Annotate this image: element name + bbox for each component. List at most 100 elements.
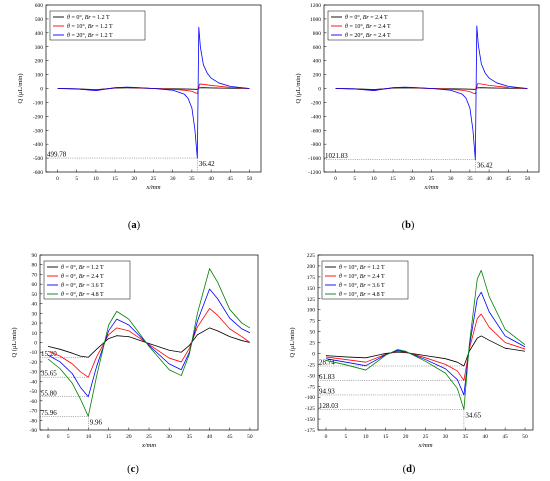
legend-br: Br bbox=[360, 283, 367, 289]
legend-theta: θ bbox=[345, 15, 348, 21]
y-tick-label: 0 bbox=[34, 341, 37, 347]
legend-br-val: = 4.8 T bbox=[85, 292, 104, 298]
legend-label: θ = 10°, Br = 1.2 T bbox=[339, 264, 385, 271]
caption-open: ( bbox=[403, 464, 407, 475]
caption-close: ) bbox=[412, 464, 416, 475]
legend-br-val: = 2.4 T bbox=[372, 33, 391, 39]
legend-br: Br bbox=[85, 15, 92, 21]
legend-br-val: = 1.2 T bbox=[85, 265, 104, 271]
panel-caption: (b) bbox=[402, 220, 415, 231]
annotation-value: 499.78 bbox=[47, 151, 67, 159]
legend-br: Br bbox=[88, 24, 95, 30]
x-tick-label: 15 bbox=[106, 434, 112, 440]
x-tick-label: 15 bbox=[112, 176, 118, 182]
series-line bbox=[57, 26, 250, 159]
y-tick-label: -500 bbox=[33, 156, 43, 162]
y-tick-label: -800 bbox=[311, 142, 321, 148]
series-line bbox=[47, 308, 251, 378]
series-line bbox=[47, 327, 251, 358]
x-tick-label: 35 bbox=[189, 176, 195, 182]
x-tick-label: 35 bbox=[467, 176, 473, 182]
x-tick-label: 25 bbox=[423, 434, 429, 440]
y-tick-label: 500 bbox=[35, 17, 44, 23]
legend-theta: θ bbox=[339, 292, 342, 298]
caption-letter: a bbox=[131, 220, 137, 231]
legend-br: Br bbox=[366, 33, 373, 39]
legend-theta: θ bbox=[67, 33, 70, 39]
series-group bbox=[325, 269, 526, 410]
caption-letter: b bbox=[405, 220, 411, 231]
y-tick-label: 600 bbox=[313, 45, 322, 51]
legend-label: θ = 0°, Br = 2.4 T bbox=[345, 14, 388, 21]
y-tick-label: 400 bbox=[313, 59, 322, 65]
y-tick-label: -600 bbox=[311, 128, 321, 134]
legend-theta: θ bbox=[345, 33, 348, 39]
y-tick-label: -50 bbox=[30, 389, 38, 395]
annotation-x: 36.42 bbox=[199, 160, 215, 168]
y-tick-label: -200 bbox=[33, 114, 43, 120]
x-tick-label: 0 bbox=[47, 434, 50, 440]
legend-box bbox=[49, 10, 146, 41]
x-tick-label: 30 bbox=[170, 176, 176, 182]
legend-br-val: = 4.8 T bbox=[366, 292, 385, 298]
panel-c: -90-80-70-60-50-40-30-20-100102030405060… bbox=[11, 253, 259, 475]
legend-theta-val: = 0°, bbox=[64, 291, 79, 298]
legend-br: Br bbox=[79, 283, 86, 289]
x-tick-label: 50 bbox=[247, 176, 253, 182]
y-tick-label: 125 bbox=[307, 297, 316, 303]
legend-theta: θ bbox=[67, 24, 70, 30]
y-tick-label: -175 bbox=[305, 428, 315, 434]
y-tick-label: 80 bbox=[32, 263, 38, 269]
y-tick-label: 150 bbox=[307, 286, 316, 292]
y-axis-label: Q (μL/min) bbox=[17, 73, 24, 103]
legend-theta-val: = 10°, bbox=[342, 282, 360, 289]
series-line bbox=[325, 269, 526, 410]
x-tick-label: 45 bbox=[227, 434, 233, 440]
y-tick-label: -100 bbox=[33, 100, 43, 106]
series-line bbox=[335, 25, 528, 161]
y-tick-label: -20 bbox=[30, 360, 38, 366]
annotation-value: 28.74 bbox=[319, 359, 335, 367]
legend-label: θ = 10°, Br = 3.6 T bbox=[339, 282, 385, 289]
legend-theta-val: = 0°, bbox=[70, 14, 85, 21]
y-tick-label: 25 bbox=[310, 341, 316, 347]
y-tick-label: -100 bbox=[305, 395, 315, 401]
x-tick-label: 0 bbox=[325, 434, 328, 440]
y-tick-label: 175 bbox=[307, 275, 316, 281]
x-tick-label: 35 bbox=[187, 434, 193, 440]
x-tick-label: 10 bbox=[86, 434, 92, 440]
y-tick-label: -1200 bbox=[308, 170, 321, 176]
panel-b: -1200-1000-800-600-400-20002004006008001… bbox=[295, 3, 540, 231]
x-tick-label: 5 bbox=[75, 176, 78, 182]
legend-br: Br bbox=[360, 265, 367, 271]
series-line bbox=[47, 268, 251, 417]
legend-label: θ = 10°, Br = 2.4 T bbox=[339, 273, 385, 280]
x-tick-label: 40 bbox=[207, 434, 213, 440]
x-tick-label: 50 bbox=[247, 434, 253, 440]
panel-caption: (d) bbox=[403, 464, 416, 475]
caption-open: ( bbox=[127, 464, 131, 475]
x-tick-label: 15 bbox=[383, 434, 389, 440]
legend-theta: θ bbox=[339, 274, 342, 280]
annotation-value: 61.83 bbox=[319, 373, 335, 381]
y-tick-label: -30 bbox=[30, 370, 38, 376]
caption-close: ) bbox=[135, 464, 139, 475]
y-tick-label: 50 bbox=[310, 330, 316, 336]
legend-theta-val: = 0°, bbox=[348, 14, 363, 21]
y-axis-label: Q (μL/min) bbox=[289, 327, 296, 357]
legend-label: θ = 0°, Br = 4.8 T bbox=[61, 291, 104, 298]
y-tick-label: -60 bbox=[30, 399, 38, 405]
legend-theta-val: = 0°, bbox=[64, 264, 79, 271]
y-tick-label: 200 bbox=[313, 73, 322, 79]
y-tick-label: -300 bbox=[33, 128, 43, 134]
y-tick-label: -200 bbox=[311, 100, 321, 106]
panel-d: -175-150-125-100-75-50-25025507510012515… bbox=[289, 253, 534, 475]
x-axis-label: x/mm bbox=[417, 442, 432, 449]
y-tick-label: -150 bbox=[305, 417, 315, 423]
y-tick-label: -400 bbox=[311, 114, 321, 120]
legend-box bbox=[43, 260, 131, 300]
x-axis-label: x/mm bbox=[423, 184, 438, 191]
x-tick-label: 30 bbox=[166, 434, 172, 440]
legend-box bbox=[321, 260, 409, 300]
legend-label: θ = 0°, Br = 1.2 T bbox=[67, 14, 110, 21]
